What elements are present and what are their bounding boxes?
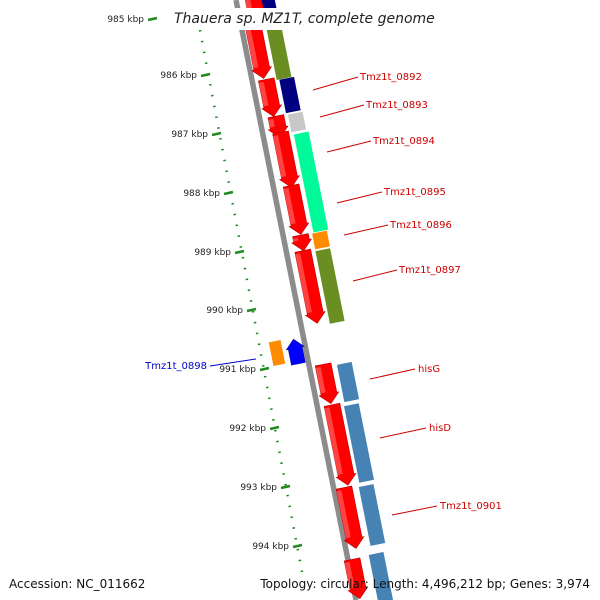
gene-label-hisg: hisG: [418, 364, 440, 375]
cds-arrow-highlight: [268, 118, 275, 128]
gene-label-tmz1t_0895: Tmz1t_0895: [383, 187, 446, 198]
map-title: Thauera sp. MZ1T, complete genome: [174, 11, 435, 27]
gene-label-line: [379, 427, 427, 439]
gene-label-tmz1t_0898: Tmz1t_0898: [144, 361, 207, 372]
cds-arrow-highlight: [295, 253, 312, 314]
ruler-tick-mark: [259, 366, 270, 372]
ruler-tick-label: 990 kbp: [206, 306, 243, 316]
cog-block: [312, 230, 330, 250]
gene-label-line: [336, 191, 383, 204]
gene-label-line: [312, 76, 359, 91]
ruler-tick-label: 989 kbp: [194, 248, 231, 258]
ruler-tick-mark: [211, 131, 222, 137]
cds-arrow-highlight: [245, 0, 253, 10]
cds-arrow-minus-strand: [285, 338, 306, 366]
gene-label-tmz1t_0896: Tmz1t_0896: [389, 220, 452, 231]
cds-arrow-highlight: [244, 24, 259, 69]
gene-label-line: [326, 140, 372, 153]
ruler-tick-label: 993 kbp: [240, 483, 277, 493]
cog-block: [315, 248, 345, 324]
backbone-line: [233, 0, 359, 600]
ruler-dotted-line: [198, 29, 304, 573]
cog-block: [336, 361, 360, 403]
cog-block: [368, 552, 394, 600]
cds-arrow-highlight: [344, 561, 355, 589]
gene-label-line: [343, 224, 389, 236]
cog-block-minus-strand: [268, 340, 286, 366]
gene-label-tmz1t_0894: Tmz1t_0894: [372, 136, 435, 147]
ruler-tick-label: 994 kbp: [252, 542, 289, 552]
cds-arrow-highlight: [324, 407, 343, 476]
ruler-tick-mark: [269, 425, 280, 431]
genome-stats-text: Topology: circular; Length: 4,496,212 bp…: [260, 577, 590, 591]
gene-labels: Tmz1t_0892 Tmz1t_0893 Tmz1t_0894 Tmz1t_0895…: [144, 72, 502, 516]
cog-block: [266, 26, 292, 80]
gene-label-line: [391, 505, 438, 516]
cds-arrow-highlight: [283, 188, 296, 225]
cds-arrow-highlight: [273, 135, 287, 178]
backbone: [233, 0, 359, 600]
gene-label-tmz1t_0893: Tmz1t_0893: [365, 100, 428, 111]
ruler-tick-mark: [223, 190, 234, 196]
ruler-tick-label: 986 kbp: [160, 71, 197, 81]
cds-arrows: [244, 0, 369, 600]
cog-block: [287, 111, 307, 133]
ruler-tick-mark: [234, 249, 245, 255]
ruler-ticks: 985 kbp 986 kbp 987 kbp 988 kbp 989 kbp 990 k…: [107, 15, 303, 552]
cds-arrow-highlight: [292, 237, 299, 242]
gene-label-line: [369, 368, 416, 380]
cds-arrow: [291, 233, 313, 252]
cog-block: [293, 131, 329, 233]
ruler-tick-label: 987 kbp: [171, 130, 208, 140]
ruler-tick-mark: [280, 484, 291, 490]
ruler-tick-mark: [292, 543, 303, 549]
gene-label-line: [209, 358, 257, 367]
cds-arrow-highlight: [258, 81, 269, 107]
gene-label-tmz1t_0897: Tmz1t_0897: [398, 265, 461, 276]
ruler-tick-mark: [147, 16, 158, 22]
gene-label-line: [319, 104, 365, 118]
gene-label-tmz1t_0892: Tmz1t_0892: [359, 72, 422, 83]
cog-block: [344, 403, 374, 483]
cds-arrow-highlight: [315, 366, 326, 394]
gene-label-line: [352, 269, 398, 282]
ruler-tick-label: 991 kbp: [219, 365, 256, 375]
ruler-tick-mark: [200, 72, 211, 78]
accession-text: Accession: NC_011662: [9, 577, 146, 591]
cog-block: [279, 76, 301, 114]
ruler-tick-label: 985 kbp: [107, 15, 144, 25]
ruler-tick-label: 992 kbp: [229, 424, 266, 434]
cog-blocks: [258, 0, 394, 600]
gene-label-tmz1t_0901: Tmz1t_0901: [439, 501, 502, 512]
ruler-tick-mark: [246, 307, 257, 313]
cog-block: [358, 484, 386, 546]
title-background: [170, 8, 428, 30]
gene-label-hisd: hisD: [429, 423, 451, 434]
cds-arrow-highlight: [336, 490, 351, 539]
ruler-tick-label: 988 kbp: [183, 189, 220, 199]
